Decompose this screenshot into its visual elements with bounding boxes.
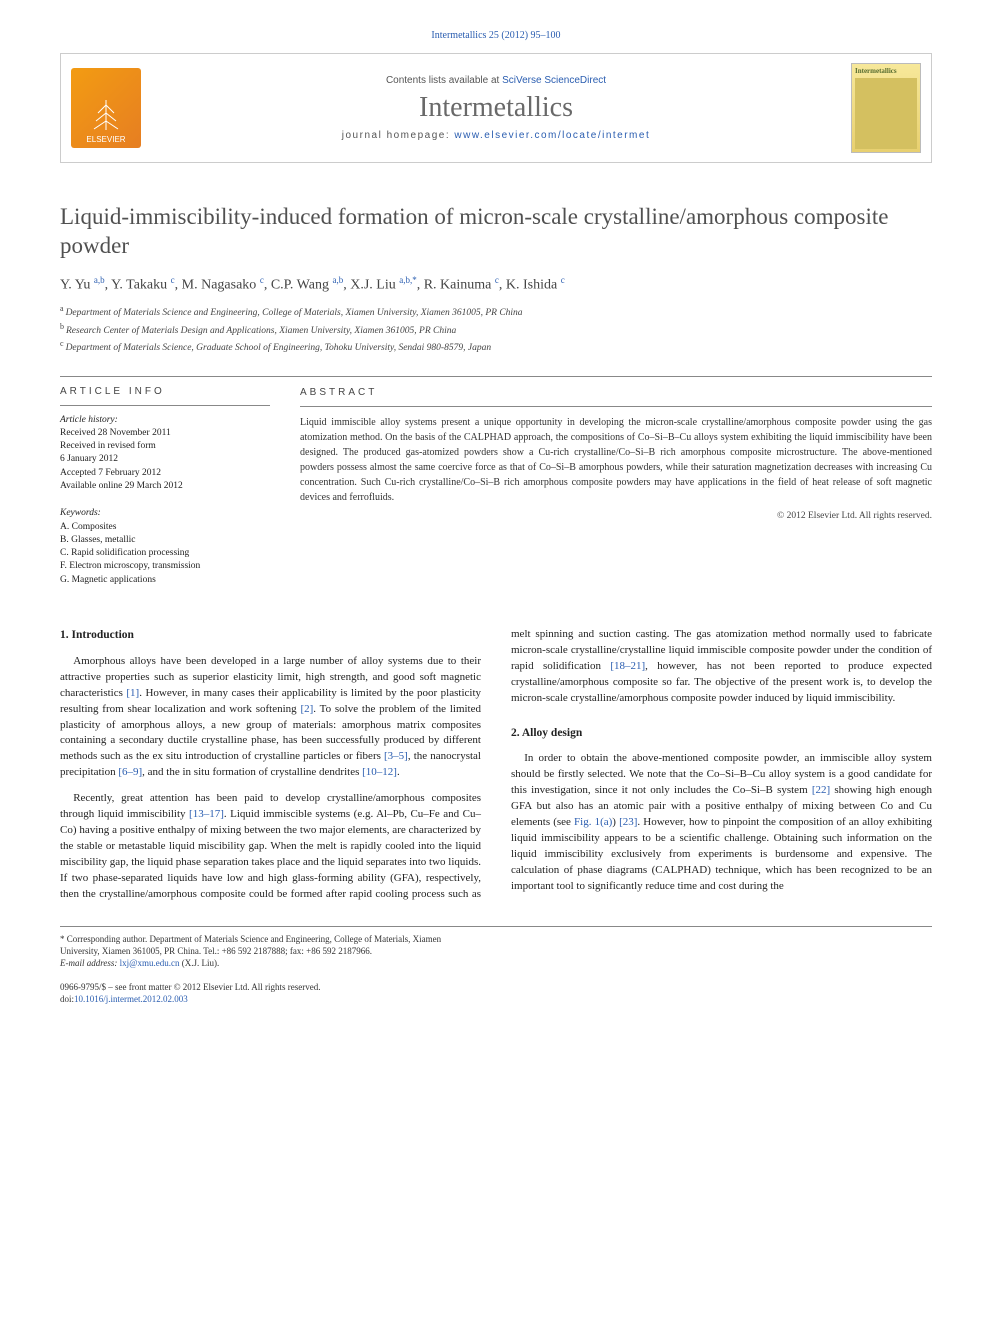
header-center: Contents lists available at SciVerse Sci… [151,54,841,162]
affiliations: aDepartment of Materials Science and Eng… [60,303,932,355]
elsevier-logo[interactable]: ELSEVIER [71,68,141,148]
homepage-line: journal homepage: www.elsevier.com/locat… [342,130,650,141]
journal-header: ELSEVIER Contents lists available at Sci… [60,53,932,163]
citation-ref[interactable]: [2] [300,703,313,715]
section-2-title: 2. Alloy design [511,725,932,742]
history-line: Available online 29 March 2012 [60,480,270,493]
keyword-line: F. Electron microscopy, transmission [60,560,270,573]
citation-ref[interactable]: [10–12] [362,766,397,778]
authors-line: Y. Yu a,b, Y. Takaku c, M. Nagasako c, C… [60,275,932,294]
citation-ref[interactable]: [6–9] [118,766,142,778]
citation-ref[interactable]: [3–5] [384,750,408,762]
citation-ref[interactable]: [23] [619,816,637,828]
homepage-link[interactable]: www.elsevier.com/locate/intermet [454,130,650,141]
contents-line: Contents lists available at SciVerse Sci… [386,75,606,86]
history-line: 6 January 2012 [60,453,270,466]
article-title: Liquid-immiscibility-induced formation o… [60,203,932,261]
publisher-logo-col: ELSEVIER [61,54,151,162]
affiliation-line: aDepartment of Materials Science and Eng… [60,303,932,320]
doi-link[interactable]: 10.1016/j.intermet.2012.02.003 [74,994,188,1004]
contents-prefix: Contents lists available at [386,75,502,86]
keywords-list: A. CompositesB. Glasses, metallicC. Rapi… [60,521,270,587]
figure-ref[interactable]: Fig. 1(a) [574,816,612,828]
article-info: ARTICLE INFO Article history: Received 2… [60,377,270,588]
doi-prefix: doi: [60,994,74,1004]
section-1-title: 1. Introduction [60,627,481,644]
history-list: Received 28 November 2011Received in rev… [60,427,270,493]
keyword-line: G. Magnetic applications [60,574,270,587]
keyword-line: A. Composites [60,521,270,534]
abstract-text: Liquid immiscible alloy systems present … [300,415,932,505]
cover-col: Intermetallics [841,54,931,162]
history-line: Received 28 November 2011 [60,427,270,440]
keyword-line: C. Rapid solidification processing [60,547,270,560]
history-line: Accepted 7 February 2012 [60,467,270,480]
corresponding-author: * Corresponding author. Department of Ma… [60,933,479,957]
sciverse-link[interactable]: SciVerse ScienceDirect [502,75,606,86]
elsevier-label: ELSEVIER [86,135,125,144]
copyright-line: © 2012 Elsevier Ltd. All rights reserved… [300,509,932,523]
email-line: E-mail address: lxj@xmu.edu.cn (X.J. Liu… [60,957,479,969]
affiliation-line: bResearch Center of Materials Design and… [60,321,932,338]
abstract-head: ABSTRACT [300,377,932,407]
doi-line: doi:10.1016/j.intermet.2012.02.003 [60,993,932,1005]
history-line: Received in revised form [60,440,270,453]
footer: * Corresponding author. Department of Ma… [60,926,932,1006]
homepage-prefix: journal homepage: [342,130,455,141]
affiliation-line: cDepartment of Materials Science, Gradua… [60,338,932,355]
journal-title: Intermetallics [419,92,573,124]
keywords-label: Keywords: [60,507,270,520]
body-columns: 1. Introduction Amorphous alloys have be… [60,627,932,904]
citation-ref[interactable]: [13–17] [189,808,224,820]
citation-ref[interactable]: [22] [812,784,830,796]
section-1-p1: Amorphous alloys have been developed in … [60,654,481,782]
meta-row: ARTICLE INFO Article history: Received 2… [60,376,932,588]
email-link[interactable]: lxj@xmu.edu.cn [120,958,180,968]
cover-thumbnail[interactable]: Intermetallics [851,63,921,153]
article-info-head: ARTICLE INFO [60,377,270,406]
citation-ref[interactable]: [18–21] [610,660,645,672]
tree-icon [86,95,126,135]
email-who: (X.J. Liu). [179,958,219,968]
issn-line: 0966-9795/$ – see front matter © 2012 El… [60,981,932,993]
keyword-line: B. Glasses, metallic [60,534,270,547]
abstract-block: ABSTRACT Liquid immiscible alloy systems… [300,377,932,588]
cover-label: Intermetallics [855,67,917,75]
email-label: E-mail address: [60,958,120,968]
section-2-p1: In order to obtain the above-mentioned c… [511,751,932,894]
history-label: Article history: [60,415,118,425]
cover-image-icon [855,78,917,149]
citation-ref[interactable]: [1] [126,687,139,699]
header-reference: Intermetallics 25 (2012) 95–100 [60,30,932,41]
